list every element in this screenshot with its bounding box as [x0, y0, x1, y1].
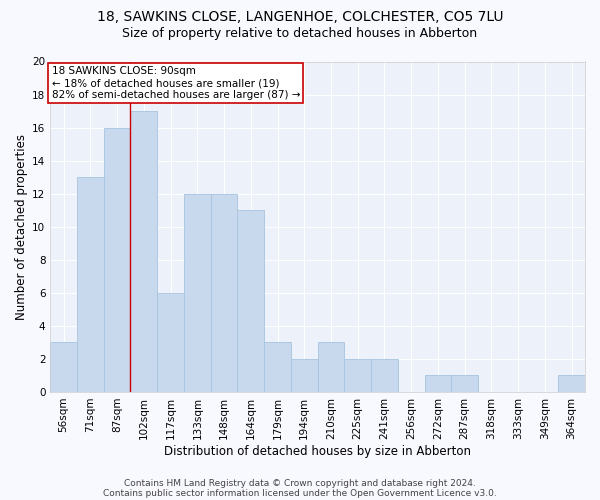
Text: Contains public sector information licensed under the Open Government Licence v3: Contains public sector information licen…	[103, 488, 497, 498]
Bar	[50, 342, 77, 392]
Bar	[157, 293, 184, 392]
Bar	[77, 177, 104, 392]
Text: Contains HM Land Registry data © Crown copyright and database right 2024.: Contains HM Land Registry data © Crown c…	[124, 478, 476, 488]
Bar	[291, 359, 317, 392]
Text: 18 SAWKINS CLOSE: 90sqm
← 18% of detached houses are smaller (19)
82% of semi-de: 18 SAWKINS CLOSE: 90sqm ← 18% of detache…	[52, 66, 300, 100]
Bar	[184, 194, 211, 392]
X-axis label: Distribution of detached houses by size in Abberton: Distribution of detached houses by size …	[164, 444, 471, 458]
Text: 18, SAWKINS CLOSE, LANGENHOE, COLCHESTER, CO5 7LU: 18, SAWKINS CLOSE, LANGENHOE, COLCHESTER…	[97, 10, 503, 24]
Bar	[238, 210, 264, 392]
Bar	[425, 376, 451, 392]
Bar	[264, 342, 291, 392]
Bar	[104, 128, 130, 392]
Bar	[451, 376, 478, 392]
Bar	[130, 111, 157, 392]
Bar	[211, 194, 238, 392]
Bar	[371, 359, 398, 392]
Bar	[317, 342, 344, 392]
Text: Size of property relative to detached houses in Abberton: Size of property relative to detached ho…	[122, 28, 478, 40]
Y-axis label: Number of detached properties: Number of detached properties	[15, 134, 28, 320]
Bar	[344, 359, 371, 392]
Bar	[558, 376, 585, 392]
